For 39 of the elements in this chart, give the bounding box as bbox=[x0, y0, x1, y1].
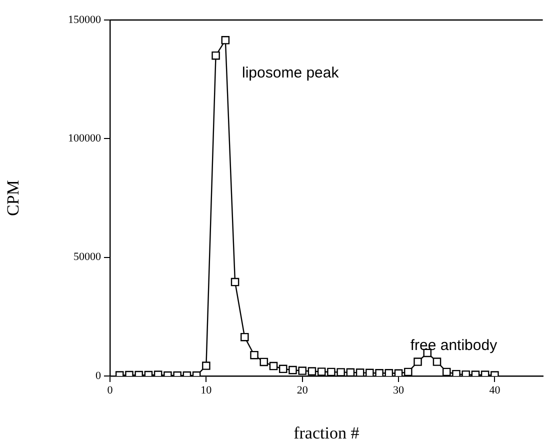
x-axis-title: fraction # bbox=[294, 423, 360, 442]
point bbox=[240, 332, 249, 342]
y-tick-label: 150000 bbox=[68, 14, 102, 26]
point bbox=[230, 278, 240, 286]
point bbox=[414, 358, 422, 366]
y-tick-label: 50000 bbox=[74, 251, 102, 264]
point bbox=[384, 369, 394, 376]
point bbox=[317, 368, 326, 376]
point bbox=[288, 366, 297, 374]
x-tick-label: 10 bbox=[200, 384, 212, 396]
x-tick-label: 20 bbox=[296, 384, 308, 396]
point bbox=[212, 51, 220, 60]
point bbox=[308, 367, 316, 376]
point bbox=[394, 369, 403, 376]
point bbox=[432, 358, 442, 366]
point bbox=[298, 366, 306, 375]
point bbox=[202, 362, 210, 370]
point bbox=[250, 350, 258, 360]
point bbox=[278, 364, 288, 374]
point bbox=[221, 36, 230, 44]
point bbox=[356, 368, 364, 376]
x-tick-label: 30 bbox=[393, 384, 405, 396]
annotation: liposome peak bbox=[242, 64, 340, 82]
point bbox=[260, 358, 268, 366]
point bbox=[452, 370, 460, 376]
point bbox=[346, 368, 355, 376]
annotation: free antibody bbox=[410, 336, 498, 354]
point bbox=[404, 368, 412, 376]
x-tick-label: 40 bbox=[489, 384, 501, 396]
y-tick-label: 100000 bbox=[68, 132, 102, 145]
point bbox=[442, 368, 451, 376]
point bbox=[336, 368, 345, 376]
point bbox=[269, 362, 278, 370]
point bbox=[327, 368, 336, 376]
point bbox=[375, 369, 384, 376]
y-tick-label: 0 bbox=[96, 370, 102, 382]
y-axis-title: CPM bbox=[4, 180, 23, 216]
x-tick-label: 0 bbox=[107, 384, 114, 396]
point bbox=[366, 368, 374, 376]
